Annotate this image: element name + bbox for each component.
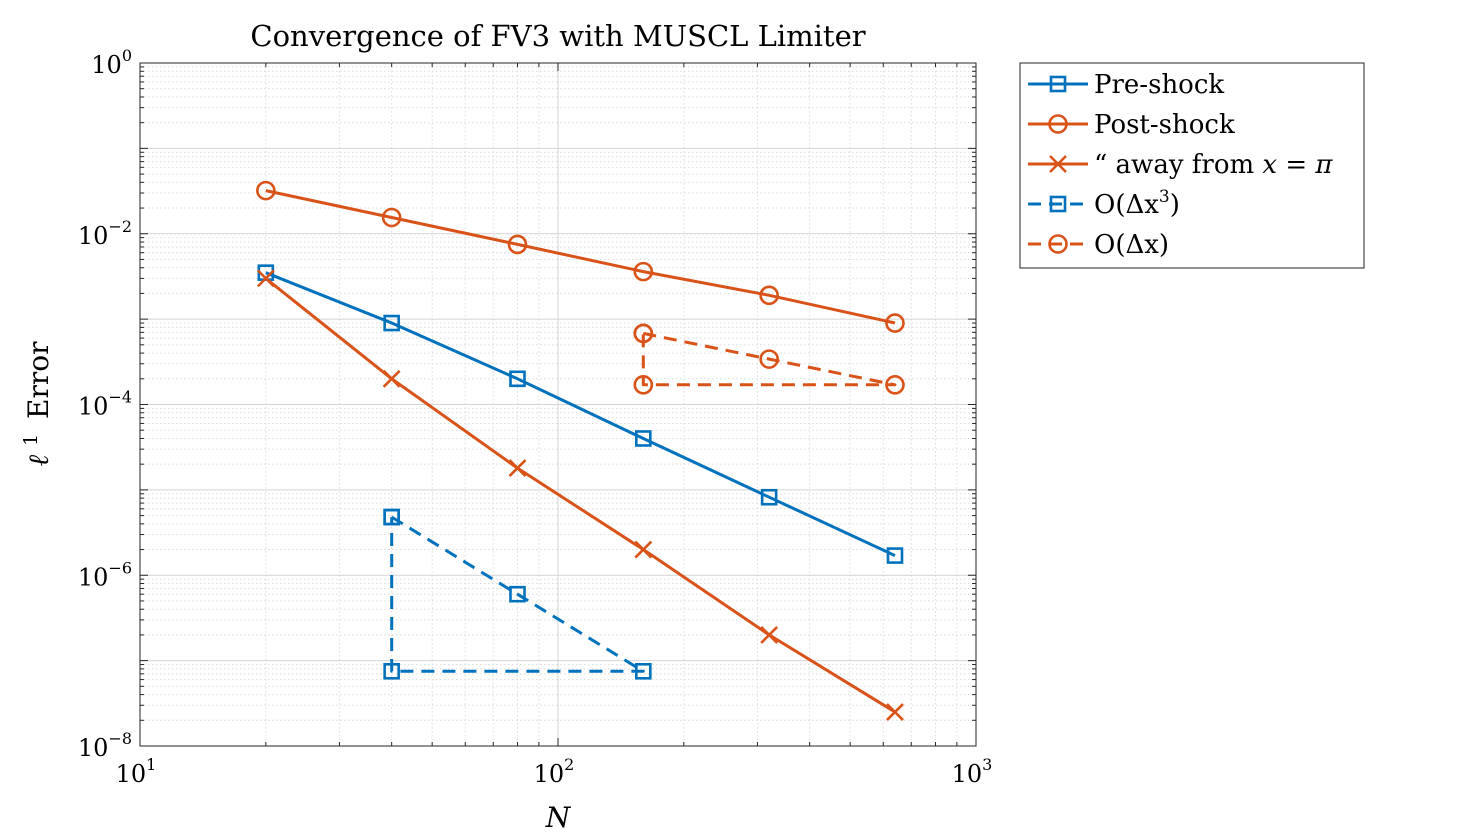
series-4	[633, 323, 905, 395]
y-tick-label: 10−2	[78, 217, 132, 250]
series-layer	[256, 180, 905, 721]
data-point	[381, 207, 402, 228]
data-point	[886, 703, 904, 721]
x-tick-label: 103	[952, 755, 993, 788]
svg-text:ℓ 1 Error: ℓ 1 Error	[11, 341, 55, 467]
data-point	[635, 430, 652, 447]
y-axis-label-sup: 1	[20, 434, 42, 446]
data-point	[885, 313, 905, 333]
data-point	[256, 269, 275, 288]
series-2	[256, 269, 904, 721]
data-point	[886, 547, 904, 564]
legend-label: Post-shock	[1094, 110, 1235, 140]
series-1	[256, 180, 905, 333]
grid	[139, 62, 977, 747]
data-point	[507, 234, 528, 255]
y-axis-label-prefix: ℓ	[22, 455, 55, 467]
data-point	[633, 375, 654, 395]
series-line	[641, 331, 897, 387]
legend-marker	[1049, 195, 1067, 213]
legend-entry-3: O(Δx3)	[1028, 187, 1180, 220]
data-point	[760, 488, 778, 506]
legend-label: Pre-shock	[1094, 70, 1224, 100]
legend-label: O(Δx)	[1094, 230, 1169, 260]
x-tick-label: 101	[116, 755, 157, 788]
data-point	[509, 585, 526, 603]
x-tick-label: 102	[534, 755, 575, 788]
legend-entry-2: “ away from x = π	[1028, 150, 1333, 180]
legend: Pre-shock Post-shock “ away from x = π O(Δx…	[1019, 62, 1365, 269]
y-axis-label-text: Error	[22, 341, 55, 419]
x-axis-label: N	[545, 801, 572, 834]
data-point	[508, 459, 527, 478]
y-tick-label: 100	[91, 46, 132, 79]
data-point	[759, 285, 779, 306]
data-point	[885, 375, 905, 395]
y-tick-label: 10−8	[78, 729, 132, 762]
legend-marker	[1048, 234, 1068, 254]
legend-marker	[1048, 114, 1068, 134]
data-point	[760, 626, 779, 644]
data-point	[634, 540, 653, 559]
series-line	[264, 277, 896, 714]
data-point	[383, 314, 400, 332]
legend-entry-1: Post-shock	[1028, 110, 1235, 140]
series-0	[257, 264, 904, 564]
data-point	[633, 261, 654, 282]
data-point	[382, 369, 401, 388]
data-point	[759, 349, 779, 369]
y-axis-label: ℓ 1 Error	[11, 341, 55, 467]
y-tick-label: 10−4	[78, 388, 132, 421]
legend-entry-4: O(Δx)	[1028, 230, 1169, 260]
series-line	[390, 515, 645, 673]
data-point	[635, 662, 652, 680]
data-point	[509, 370, 526, 388]
y-tick-label: 10−6	[78, 558, 132, 591]
chart-title: Convergence of FV3 with MUSCL Limiter	[250, 19, 865, 53]
legend-label: O(Δx3)	[1094, 187, 1180, 220]
series-line	[265, 271, 896, 557]
data-point	[256, 180, 276, 201]
data-point	[383, 508, 400, 526]
data-point	[383, 662, 400, 680]
legend-marker	[1049, 75, 1067, 93]
legend-label: “ away from x = π	[1094, 150, 1333, 180]
data-point	[633, 323, 654, 344]
series-3	[383, 508, 652, 680]
axes: 101 102 103 100 10−2 10−4 10−6 10−8	[78, 46, 993, 788]
legend-entry-0: Pre-shock	[1028, 70, 1224, 100]
legend-marker	[1049, 155, 1067, 173]
series-line	[265, 189, 896, 325]
